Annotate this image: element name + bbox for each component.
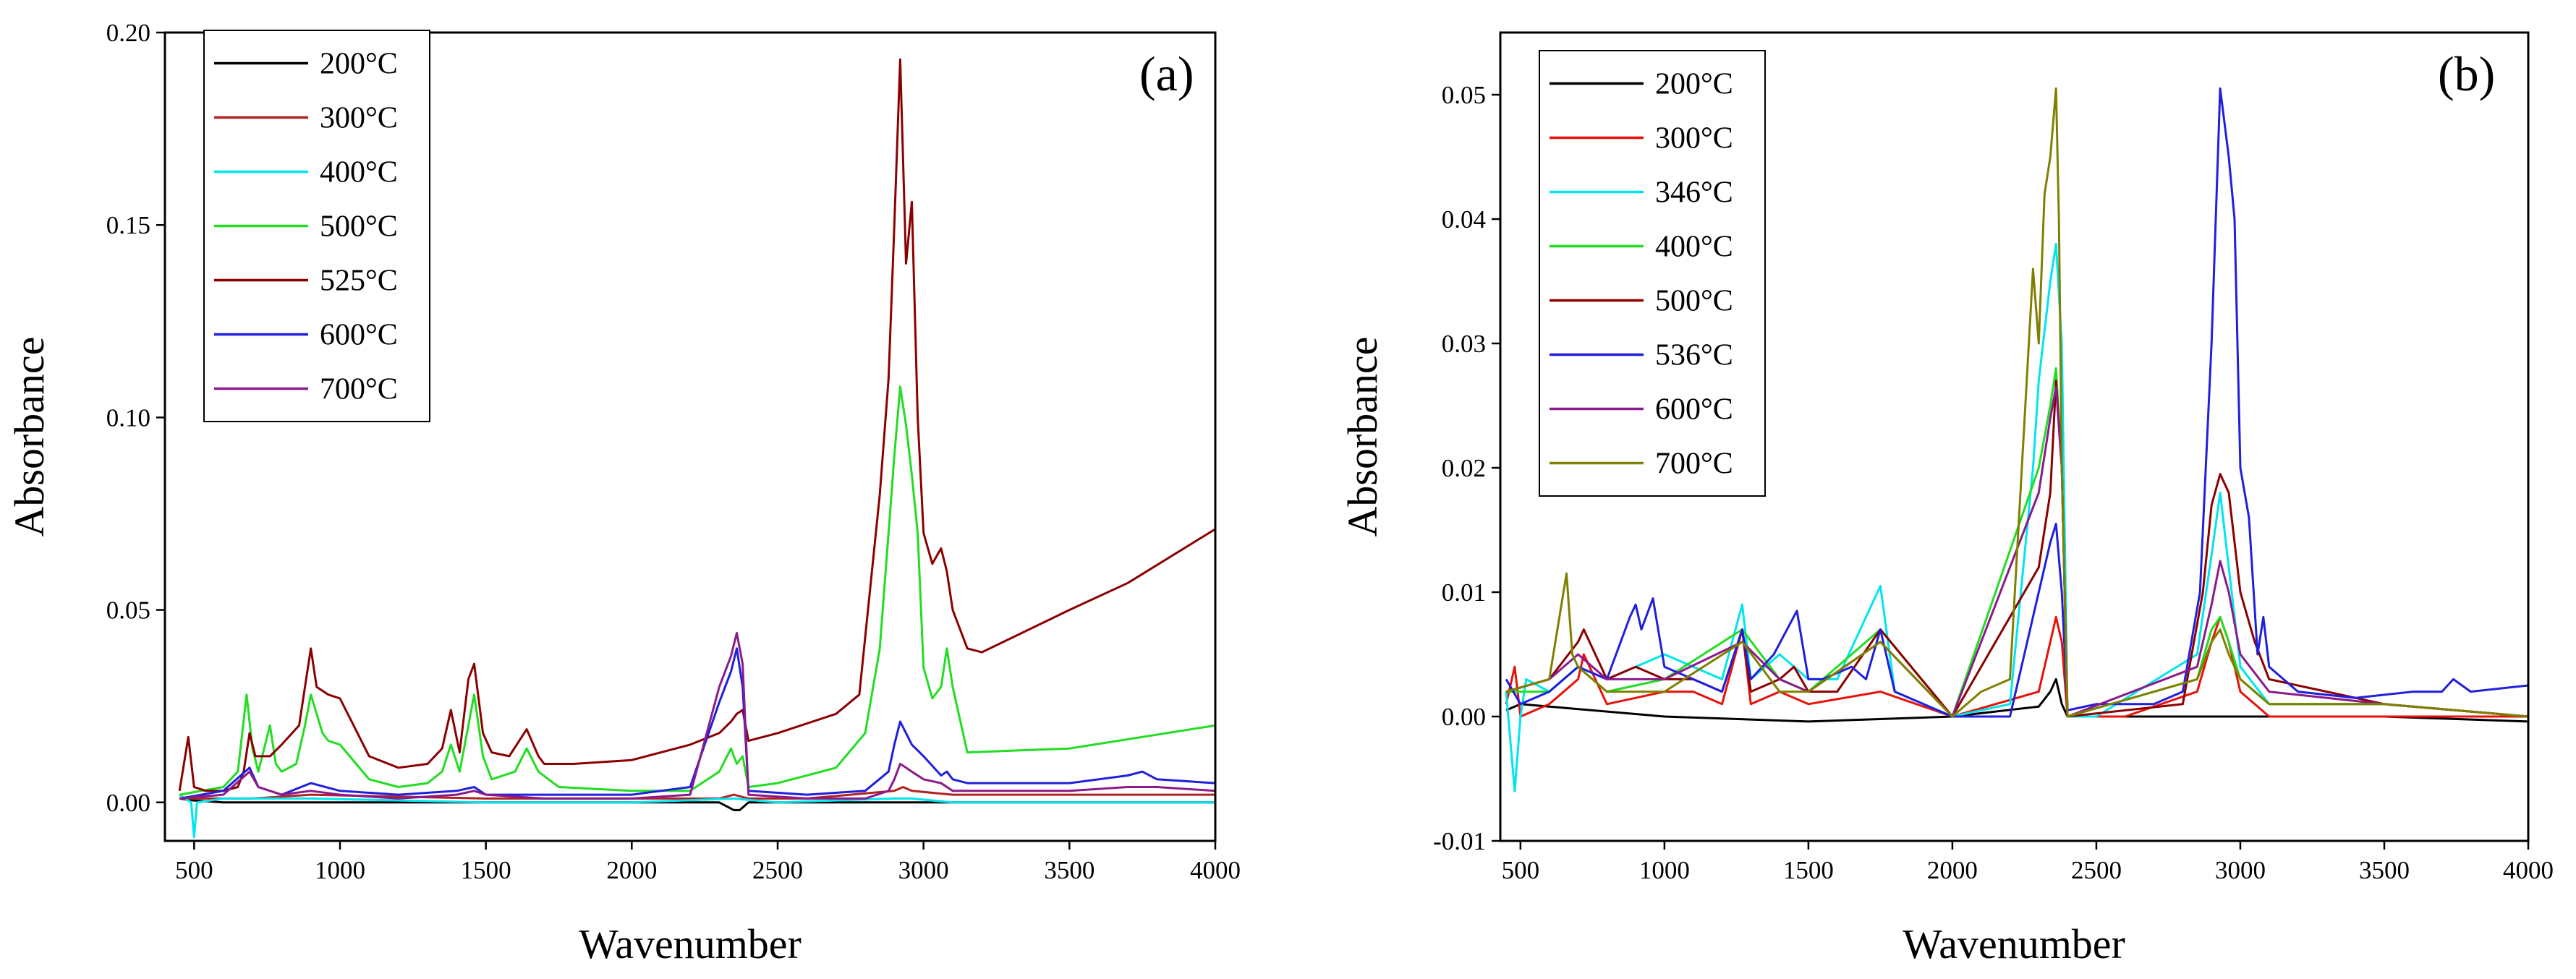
legend-label: 200°C bbox=[320, 48, 398, 81]
series-line-700c bbox=[179, 632, 1215, 800]
y-tick-label: 0.10 bbox=[106, 403, 150, 432]
y-tick-label: 0.15 bbox=[106, 211, 150, 239]
x-tick-label: 1000 bbox=[315, 856, 365, 884]
y-axis-title: Absorbance bbox=[1339, 336, 1386, 536]
panel-a-chart: 500 1000 1500 2000 2500 3000 3500 4000 0.00 0.05 0… bbox=[6, 19, 1241, 967]
legend-label: 700°C bbox=[1655, 448, 1733, 481]
series-group bbox=[1505, 87, 2528, 792]
legend-label: 600°C bbox=[320, 319, 398, 352]
legend-label: 300°C bbox=[320, 102, 398, 135]
y-tick-label: 0.02 bbox=[1442, 454, 1486, 482]
legend-label: 346°C bbox=[1655, 176, 1733, 210]
y-tick-label: 0.00 bbox=[106, 789, 150, 817]
y-tick-label: -0.01 bbox=[1433, 827, 1486, 855]
x-tick-label: 3000 bbox=[898, 856, 949, 884]
y-tick-label: 0.00 bbox=[1442, 703, 1486, 731]
series-group bbox=[178, 58, 1215, 839]
legend-label: 400°C bbox=[1655, 231, 1733, 264]
y-tick-label: 0.04 bbox=[1442, 205, 1486, 234]
x-tick-label: 3000 bbox=[2215, 856, 2266, 884]
x-tick-label: 1500 bbox=[1783, 856, 1834, 884]
x-tick-label: 500 bbox=[175, 856, 213, 884]
y-tick-label: 0.05 bbox=[1442, 81, 1486, 109]
series-line-525c bbox=[178, 58, 1215, 792]
x-tick-label: 3500 bbox=[1044, 856, 1094, 884]
legend-box bbox=[1539, 50, 1766, 497]
x-tick-label: 4000 bbox=[1190, 856, 1241, 884]
series-line-400c bbox=[1506, 367, 2528, 718]
legend-label: 500°C bbox=[1655, 285, 1733, 318]
series-line-200c bbox=[179, 797, 1215, 811]
legend-label: 525°C bbox=[320, 265, 398, 298]
y-tick-label: 0.05 bbox=[106, 597, 150, 625]
legend-label: 536°C bbox=[1655, 339, 1733, 372]
x-tick-label: 2000 bbox=[1927, 856, 1978, 884]
series-line-500c bbox=[1505, 380, 2528, 718]
series-line-536c bbox=[1505, 87, 2528, 718]
legend: 200°C 300°C 346°C 400°C 500°C 536°C 600°C 700°C bbox=[1539, 50, 1766, 497]
legend-label: 400°C bbox=[320, 156, 398, 189]
x-tick-label: 3500 bbox=[2359, 856, 2410, 884]
legend-label: 200°C bbox=[1655, 68, 1733, 101]
series-line-500c bbox=[179, 385, 1215, 796]
y-tick-label: 0.20 bbox=[106, 19, 150, 47]
panel-b-chart: 500 1000 1500 2000 2500 3000 3500 4000 -0.01 0.00… bbox=[1339, 31, 2554, 967]
x-tick-label: 2500 bbox=[752, 856, 803, 884]
x-axis-title: Wavenumber bbox=[1903, 920, 2125, 967]
x-tick-label: 1000 bbox=[1639, 856, 1690, 884]
y-tick-label: 0.03 bbox=[1442, 330, 1486, 358]
x-tick-label: 2000 bbox=[606, 856, 657, 884]
legend-label: 500°C bbox=[320, 210, 398, 244]
y-axis-title: Absorbance bbox=[6, 336, 53, 536]
legend-label: 700°C bbox=[320, 373, 398, 406]
series-line-200c bbox=[1505, 677, 2528, 723]
x-tick-label: 4000 bbox=[2503, 856, 2554, 884]
y-tick-label: 0.01 bbox=[1442, 578, 1486, 607]
x-axis-title: Wavenumber bbox=[579, 920, 802, 967]
series-line-400c bbox=[179, 793, 1215, 839]
legend-label: 600°C bbox=[1655, 393, 1733, 427]
plot-frame bbox=[1499, 31, 2530, 842]
x-tick-label: 2500 bbox=[2071, 856, 2122, 884]
series-line-700c bbox=[1505, 87, 2528, 718]
legend: 200°C 300°C 400°C 500°C 525°C 600°C 700°C bbox=[203, 30, 430, 422]
series-line-600c bbox=[179, 647, 1215, 800]
x-tick-label: 500 bbox=[1502, 856, 1540, 884]
panel-label: (a) bbox=[1139, 46, 1194, 101]
legend-label: 300°C bbox=[1655, 122, 1733, 155]
series-line-600c bbox=[1505, 385, 2528, 718]
x-tick-label: 1500 bbox=[461, 856, 511, 884]
panel-label: (b) bbox=[2438, 46, 2495, 101]
plot-frame bbox=[163, 31, 1217, 842]
